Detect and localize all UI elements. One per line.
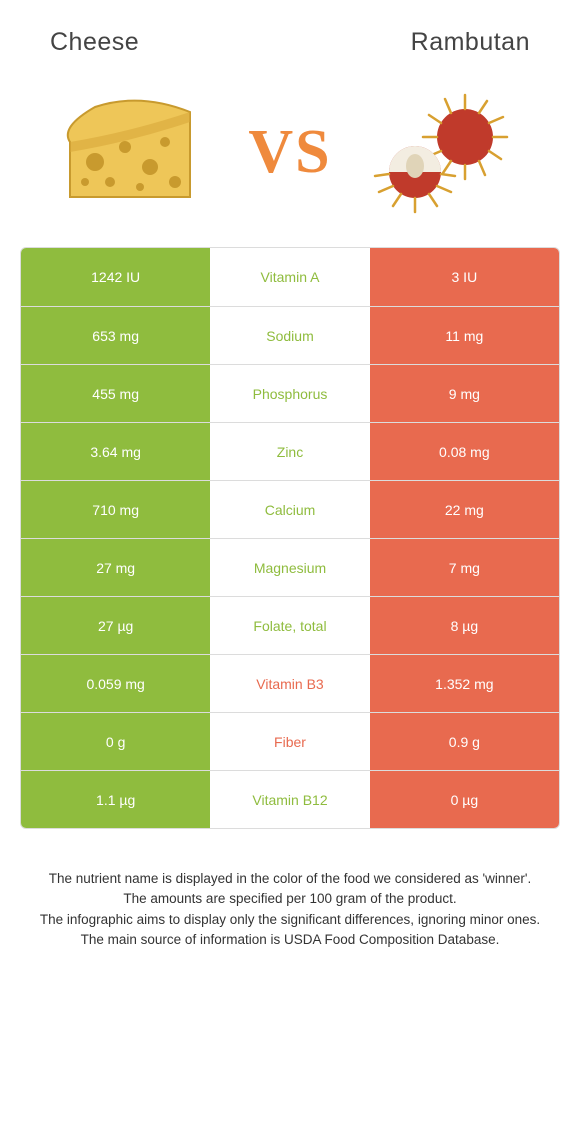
cell-right-value: 9 mg <box>370 365 559 422</box>
cell-right-value: 11 mg <box>370 307 559 364</box>
cell-left-value: 27 mg <box>21 539 210 596</box>
footer-notes: The nutrient name is displayed in the co… <box>20 869 560 950</box>
table-row: 1242 IUVitamin A3 IU <box>21 248 559 306</box>
cell-right-value: 0 µg <box>370 771 559 828</box>
cell-left-value: 653 mg <box>21 307 210 364</box>
cell-nutrient-label: Phosphorus <box>210 365 369 422</box>
cell-nutrient-label: Folate, total <box>210 597 369 654</box>
footer-line: The infographic aims to display only the… <box>20 910 560 930</box>
cell-nutrient-label: Fiber <box>210 713 369 770</box>
cheese-image <box>50 87 220 217</box>
cell-right-value: 0.9 g <box>370 713 559 770</box>
cell-right-value: 22 mg <box>370 481 559 538</box>
table-row: 3.64 mgZinc0.08 mg <box>21 422 559 480</box>
title-left: Cheese <box>50 28 139 57</box>
table-row: 653 mgSodium11 mg <box>21 306 559 364</box>
cell-left-value: 0 g <box>21 713 210 770</box>
cell-nutrient-label: Vitamin B3 <box>210 655 369 712</box>
cell-left-value: 0.059 mg <box>21 655 210 712</box>
cell-nutrient-label: Magnesium <box>210 539 369 596</box>
cell-nutrient-label: Calcium <box>210 481 369 538</box>
footer-line: The amounts are specified per 100 gram o… <box>20 889 560 909</box>
table-row: 1.1 µgVitamin B120 µg <box>21 770 559 828</box>
table-row: 27 µgFolate, total8 µg <box>21 596 559 654</box>
footer-line: The main source of information is USDA F… <box>20 930 560 950</box>
cell-left-value: 3.64 mg <box>21 423 210 480</box>
comparison-table: 1242 IUVitamin A3 IU653 mgSodium11 mg455… <box>20 247 560 829</box>
cell-nutrient-label: Vitamin B12 <box>210 771 369 828</box>
cell-left-value: 27 µg <box>21 597 210 654</box>
hero: VS <box>0 77 580 247</box>
table-row: 27 mgMagnesium7 mg <box>21 538 559 596</box>
cell-right-value: 1.352 mg <box>370 655 559 712</box>
cell-right-value: 0.08 mg <box>370 423 559 480</box>
cell-nutrient-label: Vitamin A <box>210 248 369 306</box>
cell-left-value: 1.1 µg <box>21 771 210 828</box>
cell-left-value: 455 mg <box>21 365 210 422</box>
table-row: 455 mgPhosphorus9 mg <box>21 364 559 422</box>
cell-nutrient-label: Sodium <box>210 307 369 364</box>
vs-label: VS <box>248 117 331 188</box>
title-right: Rambutan <box>411 28 530 57</box>
table-row: 710 mgCalcium22 mg <box>21 480 559 538</box>
cell-left-value: 1242 IU <box>21 248 210 306</box>
footer-line: The nutrient name is displayed in the co… <box>20 869 560 889</box>
table-row: 0.059 mgVitamin B31.352 mg <box>21 654 559 712</box>
cell-right-value: 8 µg <box>370 597 559 654</box>
cell-right-value: 3 IU <box>370 248 559 306</box>
cell-nutrient-label: Zinc <box>210 423 369 480</box>
table-row: 0 gFiber0.9 g <box>21 712 559 770</box>
cell-left-value: 710 mg <box>21 481 210 538</box>
cell-right-value: 7 mg <box>370 539 559 596</box>
rambutan-image <box>360 87 530 217</box>
header: Cheese Rambutan <box>0 0 580 77</box>
